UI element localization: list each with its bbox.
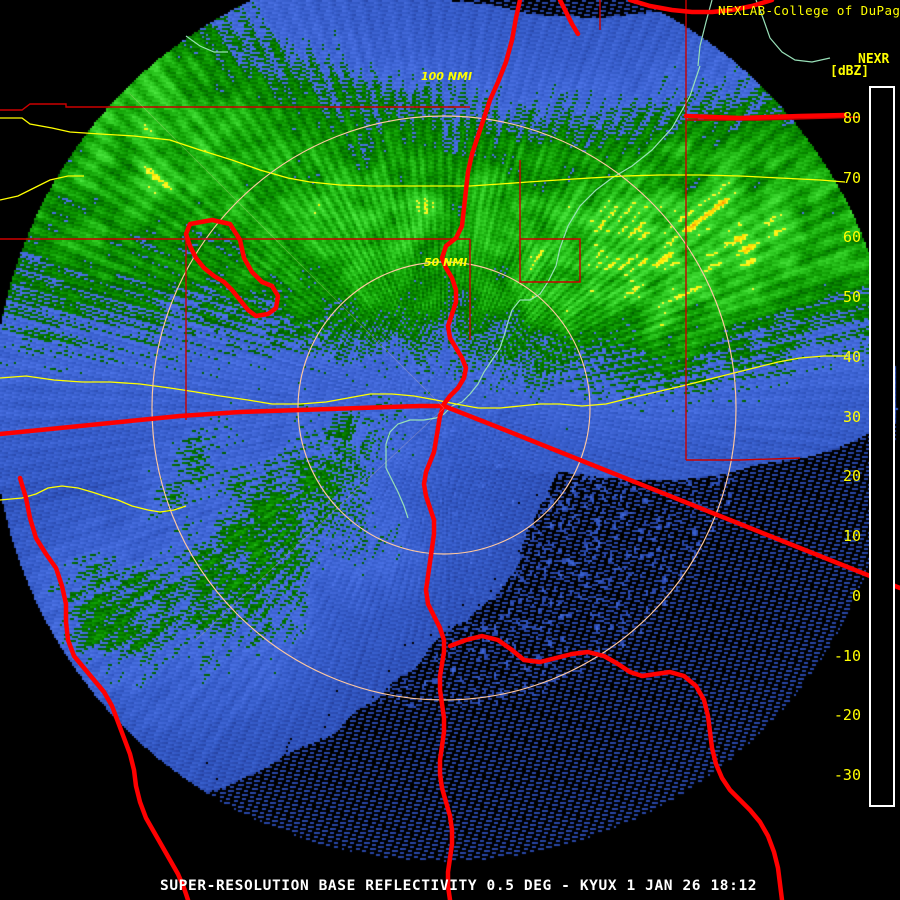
river-lines [185,0,831,519]
units-label: [dBZ] [830,64,870,79]
range-ring-label-50nmi: 50 NMI [424,256,468,269]
range-ring-label-100nmi: 100 NMI [421,70,473,83]
colorbar-tick-30: 30 [842,407,861,426]
colorbar-tick-40: 40 [842,347,861,366]
radar-radial-spokes [129,93,445,641]
county-boundary-lines [0,0,861,461]
range-ring-100nmi [151,115,737,701]
reflectivity-colorbar[interactable] [869,86,895,807]
product-title: NEXR [858,52,890,67]
colorbar-tick-50: 50 [842,288,861,307]
colorbar-tick-80: 80 [842,108,861,127]
colorbar-tick--20: -20 [833,706,861,725]
colorbar-tick-10: 10 [842,527,861,546]
colorbar-tick-70: 70 [842,168,861,187]
provider-credit: NEXLAB-College of DuPage ◩ [718,3,900,18]
colorbar-tick--30: -30 [833,766,861,785]
status-bar: SUPER-RESOLUTION BASE REFLECTIVITY 0.5 D… [160,878,758,894]
warning-polygon[interactable] [183,217,281,319]
colorbar-tick-20: 20 [842,467,861,486]
colorbar-tick--10: -10 [833,646,861,665]
colorbar-tick-60: 60 [842,228,861,247]
highway-lines [0,117,848,513]
colorbar-frame [869,86,895,807]
colorbar-tick-0: 0 [851,586,861,605]
